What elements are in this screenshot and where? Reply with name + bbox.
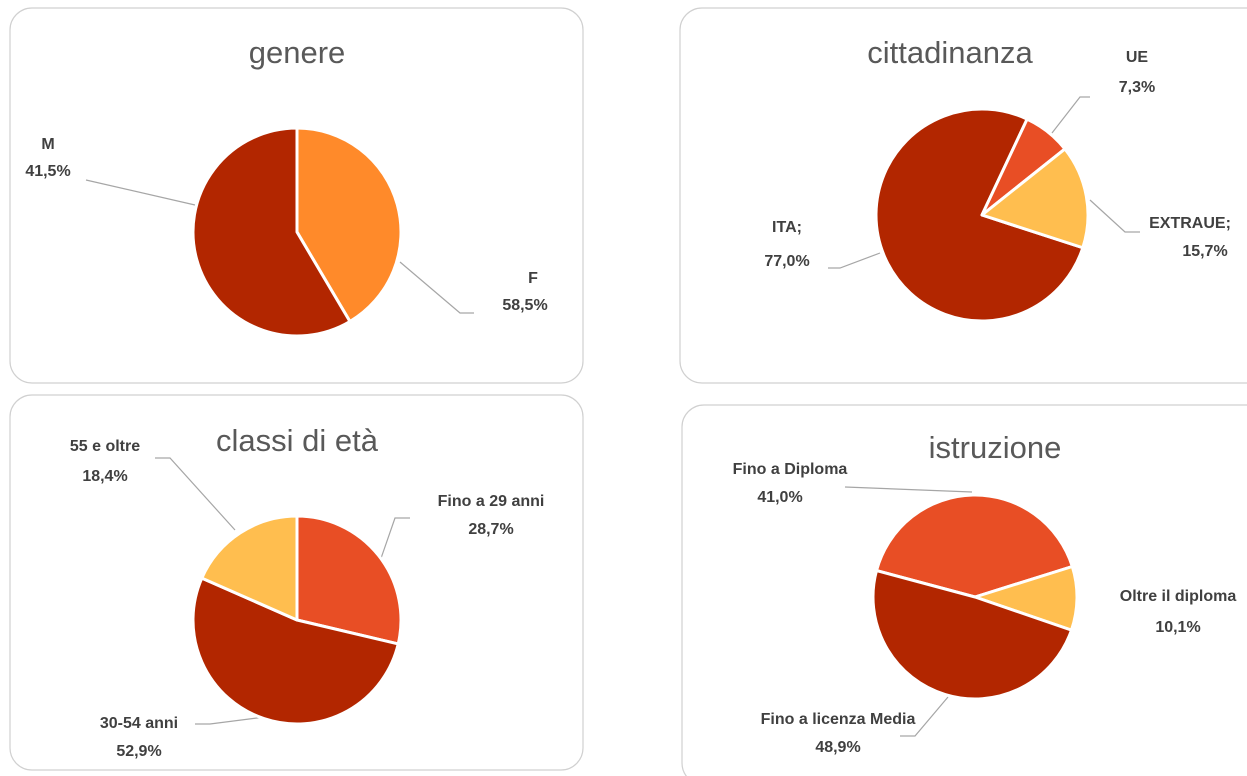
leader-line	[195, 716, 266, 725]
pie-slice	[871, 569, 1073, 701]
slice-label: 55 e oltre	[70, 438, 140, 455]
slice-label: F	[528, 270, 538, 287]
leader-line	[900, 696, 949, 737]
slice-value: 18,4%	[82, 468, 127, 485]
pie-slice	[874, 493, 1074, 599]
slice-value: 10,1%	[1155, 619, 1200, 636]
slice-label: Fino a Diploma	[733, 461, 848, 478]
pie-slice	[191, 126, 352, 338]
slice-value: 28,7%	[468, 521, 513, 538]
leader-line	[828, 252, 881, 269]
chart-title: istruzione	[929, 430, 1062, 465]
leader-line	[85, 179, 196, 206]
pie-slice	[295, 514, 403, 646]
leader-line	[377, 517, 410, 568]
chart-title: classi di età	[216, 423, 379, 458]
leader-line	[399, 261, 474, 314]
chart-title: genere	[249, 35, 346, 70]
slice-label: UE	[1126, 49, 1149, 66]
slice-value: 7,3%	[1119, 79, 1155, 96]
leader-line	[1051, 96, 1090, 134]
slice-value: 77,0%	[764, 253, 809, 270]
slice-label: EXTRAUE;	[1149, 215, 1231, 232]
pie-slice	[874, 107, 1085, 323]
slice-label: Fino a licenza Media	[761, 711, 916, 728]
slice-value: 48,9%	[815, 739, 860, 756]
leader-line	[844, 486, 973, 493]
slice-value: 41,0%	[757, 489, 802, 506]
slice-label: 30-54 anni	[100, 715, 178, 732]
leader-line	[1089, 199, 1140, 233]
pie-slice	[200, 514, 299, 622]
pie-slice	[980, 147, 1090, 250]
slice-value: 52,9%	[116, 743, 161, 760]
slice-label: M	[41, 136, 54, 153]
chart-title: cittadinanza	[867, 35, 1033, 70]
slice-label: Oltre il diploma	[1120, 588, 1237, 605]
slice-value: 15,7%	[1182, 243, 1227, 260]
leader-line	[155, 457, 236, 531]
pie-slice	[191, 576, 400, 726]
slice-label: ITA;	[772, 219, 802, 236]
slice-value: 58,5%	[502, 297, 547, 314]
slice-label: Fino a 29 anni	[438, 493, 545, 510]
slice-value: 41,5%	[25, 163, 70, 180]
